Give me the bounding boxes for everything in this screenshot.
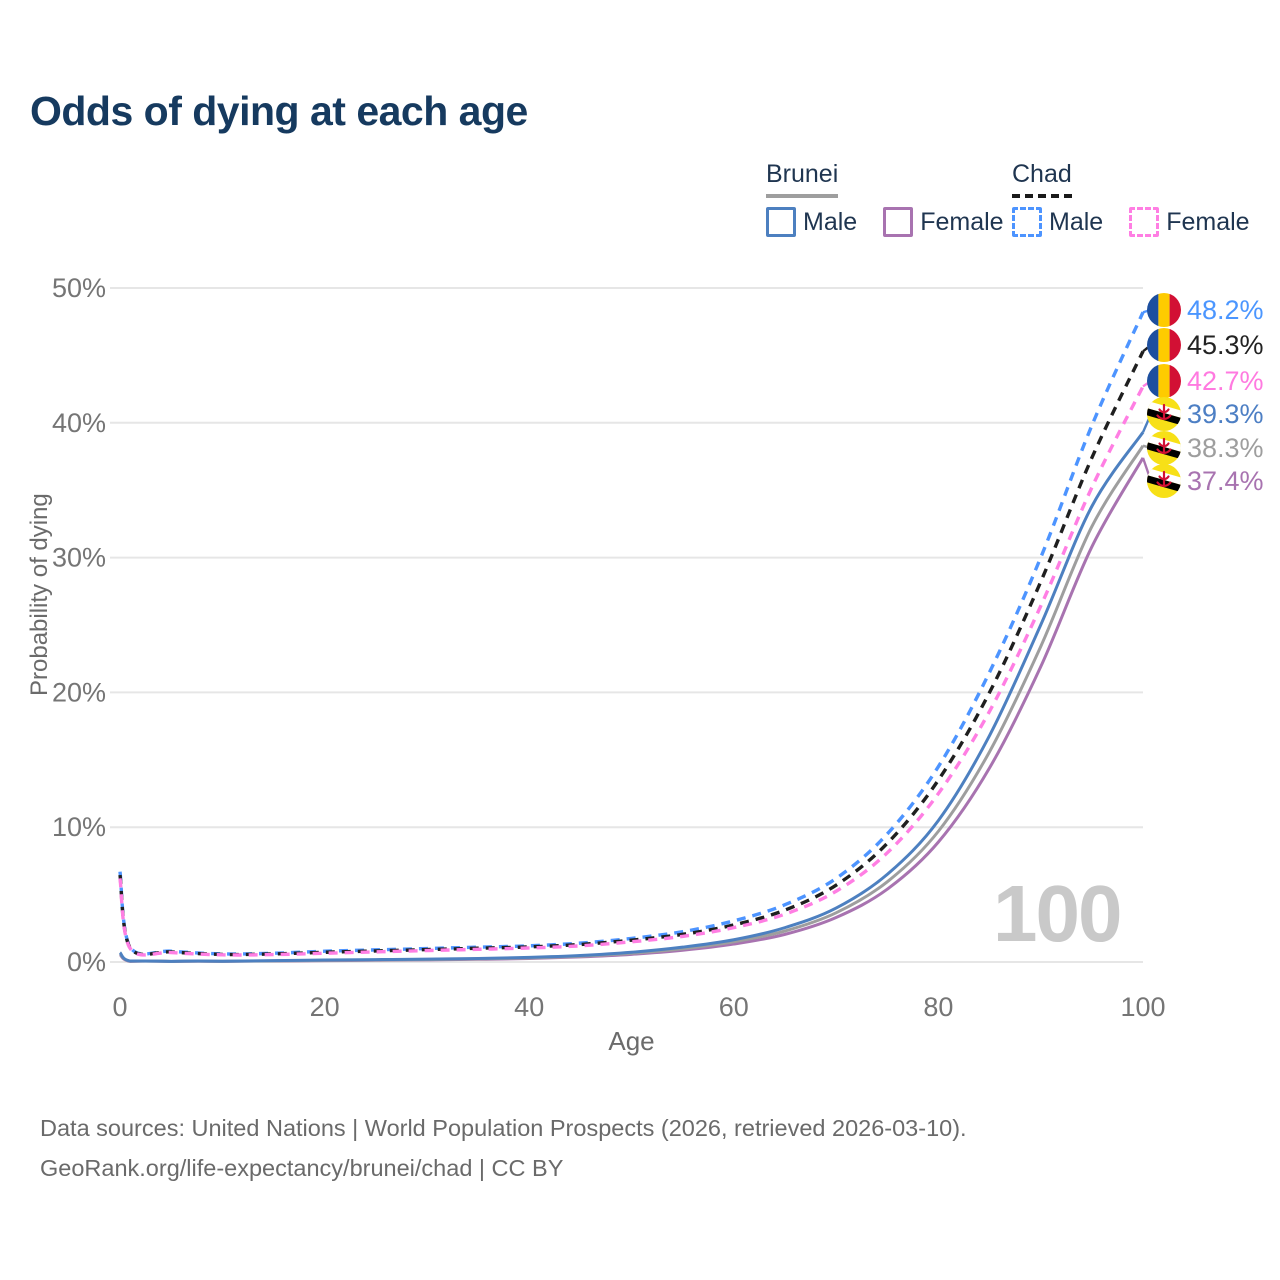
age-watermark: 100: [993, 869, 1122, 958]
legend-group-brunei: Brunei Male Female: [766, 160, 1030, 237]
chad-male-swatch-icon: [1012, 207, 1042, 237]
legend-item-chad-male[interactable]: Male: [1012, 207, 1103, 237]
brunei-male-line[interactable]: [118, 431, 1145, 963]
chad-flag-icon: [1147, 364, 1181, 398]
chad-flag-icon: [1147, 293, 1181, 327]
x-tick-label: 0: [112, 992, 127, 1022]
footer-sources: Data sources: United Nations | World Pop…: [40, 1115, 967, 1141]
x-tick-label: 40: [514, 992, 544, 1022]
y-tick-label: 0%: [67, 947, 106, 977]
end-label-value: 48.2%: [1187, 294, 1264, 325]
legend-label-brunei-male: Male: [803, 207, 858, 236]
brunei-flag-icon: [1147, 397, 1181, 431]
legend-label-brunei-female: Female: [920, 207, 1004, 236]
footer-attribution[interactable]: GeoRank.org/life-expectancy/brunei/chad …: [40, 1155, 564, 1181]
legend-country-brunei[interactable]: Brunei: [766, 160, 839, 198]
end-label-value: 42.7%: [1187, 365, 1264, 396]
brunei-flag-icon: [1147, 431, 1181, 465]
y-tick-label: 40%: [52, 408, 106, 438]
footer: Data sources: United Nations | World Pop…: [40, 1108, 967, 1188]
end-label-brunei-male[interactable]: 39.3%: [1147, 397, 1264, 431]
legend-group-chad: Chad Male Female: [1012, 160, 1276, 237]
legend-item-chad-female[interactable]: Female: [1129, 207, 1250, 237]
brunei-female-swatch-icon: [883, 207, 914, 237]
y-tick-label: 30%: [52, 543, 106, 573]
legend-item-brunei-male[interactable]: Male: [766, 207, 857, 237]
y-tick-label: 10%: [52, 812, 106, 842]
brunei-flag-icon: [1147, 464, 1181, 498]
x-tick-label: 20: [310, 992, 340, 1022]
end-label-chad-male[interactable]: 48.2%: [1147, 293, 1264, 327]
chad-female-swatch-icon: [1129, 207, 1160, 237]
x-tick-label: 80: [923, 992, 953, 1022]
brunei-total-line[interactable]: [118, 444, 1145, 963]
end-label-value: 38.3%: [1187, 432, 1264, 463]
x-tick-label: 100: [1120, 992, 1165, 1022]
end-label-value: 39.3%: [1187, 398, 1264, 429]
legend-label-chad-female: Female: [1166, 207, 1250, 236]
end-label-chad-total[interactable]: 45.3%: [1147, 328, 1264, 362]
x-axis-title: Age: [608, 1026, 655, 1056]
end-label-brunei-female[interactable]: 37.4%: [1147, 464, 1264, 498]
chad-total-line[interactable]: [118, 350, 1145, 957]
chad-female-line[interactable]: [118, 385, 1145, 957]
chad-male-line[interactable]: [118, 311, 1145, 956]
brunei-male-swatch-icon: [766, 207, 796, 237]
y-tick-label: 20%: [52, 677, 106, 707]
end-label-chad-female[interactable]: 42.7%: [1147, 364, 1264, 398]
end-label-brunei-total[interactable]: 38.3%: [1147, 431, 1264, 465]
chart-title: Odds of dying at each age: [30, 88, 528, 134]
end-label-value: 37.4%: [1187, 465, 1264, 496]
y-axis-title: Probability of dying: [26, 493, 53, 697]
y-tick-label: 50%: [52, 273, 106, 303]
legend-country-chad[interactable]: Chad: [1012, 160, 1072, 198]
chad-flag-icon: [1147, 328, 1181, 362]
legend-label-chad-male: Male: [1049, 207, 1104, 236]
end-label-value: 45.3%: [1187, 329, 1264, 360]
x-tick-label: 60: [719, 992, 749, 1022]
legend-item-brunei-female[interactable]: Female: [883, 207, 1004, 237]
